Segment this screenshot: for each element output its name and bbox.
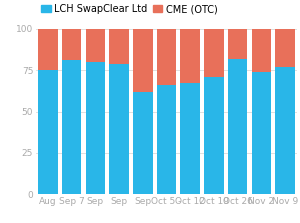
Bar: [252, 29, 271, 72]
Bar: [109, 29, 129, 64]
Bar: [38, 29, 58, 70]
Bar: [181, 29, 200, 83]
Bar: [38, 70, 58, 194]
Bar: [133, 29, 152, 92]
Bar: [133, 92, 152, 194]
Bar: [204, 77, 224, 194]
Bar: [181, 83, 200, 194]
Bar: [204, 29, 224, 77]
Bar: [275, 29, 295, 67]
Bar: [109, 64, 129, 194]
Bar: [85, 29, 105, 62]
Bar: [275, 67, 295, 194]
Bar: [157, 85, 176, 194]
Bar: [85, 62, 105, 194]
Legend: LCH SwapClear Ltd, CME (OTC): LCH SwapClear Ltd, CME (OTC): [41, 4, 218, 14]
Bar: [252, 72, 271, 194]
Bar: [228, 59, 248, 194]
Bar: [228, 29, 248, 59]
Bar: [157, 29, 176, 85]
Bar: [62, 60, 81, 194]
Bar: [62, 29, 81, 60]
